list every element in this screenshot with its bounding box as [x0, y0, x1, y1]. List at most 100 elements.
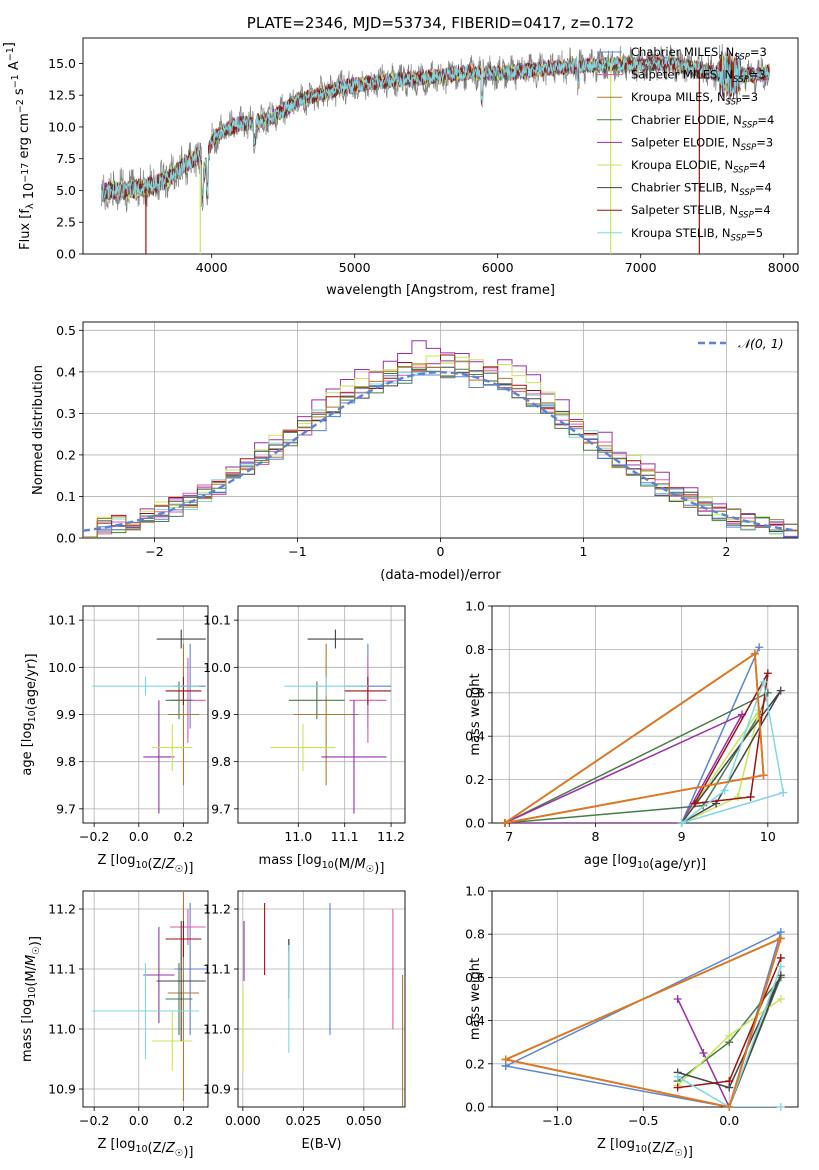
- x-tick-label: 11.1: [331, 829, 359, 844]
- weight-marker: [673, 1083, 682, 1092]
- x-axis-label: age [log10(age/yr)]: [584, 853, 706, 872]
- weight-marker: [725, 1103, 734, 1111]
- weight-marker: [500, 819, 509, 827]
- axes-frame: [82, 890, 209, 1108]
- panel-5: −0.2 0.0 0.2 10.9 11.0 11.1 11.2 Z [log10(Z/Z☉)…: [20, 890, 209, 1160]
- histogram-salpeter-elodie: [83, 340, 798, 538]
- y-tick-label: 12.5: [48, 88, 76, 103]
- weight-marker: [673, 995, 682, 1003]
- y-tick-label: 10.0: [48, 660, 76, 675]
- y-axis-label: age [log10(age/yr)]: [20, 653, 39, 775]
- y-tick-label: 10.1: [203, 613, 231, 628]
- x-tick-label: 0.050: [346, 1113, 382, 1128]
- y-axis-label: mass weight: [468, 958, 483, 1040]
- x-tick-label: 0.0: [129, 1113, 149, 1128]
- y-tick-label: 15.0: [48, 56, 76, 71]
- legend-entry: Chabrier STELIB, NSSP=4: [631, 181, 772, 199]
- y-tick-label: 0.4: [56, 364, 76, 379]
- weight-marker: [690, 799, 699, 808]
- x-axis-label: Z [log10(Z/Z☉)]: [597, 1137, 693, 1160]
- weight-marker: [725, 1031, 734, 1040]
- x-tick-label: 8: [591, 829, 599, 844]
- weight-line: [504, 712, 744, 823]
- weight-marker: [759, 771, 768, 780]
- y-tick-label: 0.4: [465, 1013, 485, 1028]
- x-tick-label: 5000: [339, 260, 371, 275]
- y-tick-label: 7.5: [56, 151, 76, 166]
- weight-marker: [746, 792, 755, 801]
- model-spectrum: [101, 55, 770, 206]
- y-tick-label: 0.2: [465, 1056, 485, 1071]
- x-tick-label: −0.2: [79, 829, 109, 844]
- legend-entry: Salpeter MILES, NSSP=3: [631, 68, 766, 86]
- y-tick-label: 2.5: [56, 215, 76, 230]
- y-tick-label: 11.0: [48, 1022, 76, 1037]
- y-tick-label: 11.0: [203, 1022, 231, 1037]
- weight-marker: [776, 995, 785, 1003]
- panel-1: −2 −1 0 1 2 0.0 0.1 0.2 0.3 0.4 0.5 𝒩(0, 1) (data-mo…: [31, 321, 799, 583]
- x-tick-label: 7: [505, 829, 513, 844]
- legend-entry: Kroupa MILES, NSSP=3: [631, 90, 758, 108]
- x-tick-label: 7000: [625, 260, 657, 275]
- y-axis-label: mass weight: [468, 673, 483, 755]
- x-tick-label: −2: [145, 544, 163, 559]
- legend-entry: Chabrier MILES, NSSP=3: [631, 45, 767, 63]
- model-spectrum: [101, 52, 770, 208]
- x-tick-label: −1: [288, 544, 306, 559]
- y-tick-label: 9.9: [56, 707, 76, 722]
- weight-marker: [776, 962, 785, 971]
- y-tick-label: 0.6: [465, 685, 485, 700]
- y-tick-label: 9.8: [211, 754, 231, 769]
- y-tick-label: 0.8: [465, 927, 485, 942]
- weight-line: [680, 709, 760, 823]
- y-tick-label: 11.1: [203, 962, 231, 977]
- y-tick-label: 0.6: [465, 970, 485, 985]
- weight-marker: [776, 1103, 785, 1111]
- y-tick-label: 0.0: [465, 816, 485, 831]
- y-tick-label: 10.1: [48, 613, 76, 628]
- panel-6: 0.000 0.025 0.050 10.9 11.0 11.1 11.2 E(B-V): [203, 890, 406, 1152]
- x-tick-label: 1: [580, 544, 588, 559]
- weight-marker: [759, 677, 768, 686]
- panel-4: 7 8 9 10 0.0 0.2 0.4 0.6 0.8 1.0 age [log10(age/yr…: [465, 599, 799, 872]
- x-axis-label: Z [log10(Z/Z☉)]: [98, 853, 194, 876]
- x-axis-label: E(B-V): [301, 1137, 341, 1152]
- legend-entry: 𝒩(0, 1): [738, 336, 784, 351]
- axes-frame: [82, 37, 799, 255]
- legend-entry: Salpeter ELODIE, NSSP=3: [631, 135, 773, 153]
- y-tick-label: 10.0: [48, 119, 76, 134]
- x-tick-label: 11.2: [377, 829, 405, 844]
- weight-marker: [750, 649, 759, 658]
- y-tick-label: 5.0: [56, 183, 76, 198]
- weight-marker: [776, 686, 785, 695]
- x-tick-label: 4000: [196, 260, 228, 275]
- y-tick-label: 10.9: [203, 1082, 231, 1097]
- weight-marker: [776, 953, 785, 962]
- weight-line: [693, 672, 769, 805]
- weight-marker: [699, 1049, 708, 1057]
- axes-frame: [491, 890, 799, 1108]
- y-axis-label: mass [log10(M/M☉)]: [20, 936, 43, 1062]
- x-axis-label: mass [log10(M/M☉)]: [259, 853, 385, 876]
- y-tick-label: 0.0: [465, 1100, 485, 1115]
- y-tick-label: 1.0: [465, 884, 485, 899]
- y-tick-label: 11.2: [203, 902, 231, 917]
- model-spectrum: [101, 51, 770, 208]
- legend-entry: Chabrier ELODIE, NSSP=4: [631, 113, 774, 131]
- x-tick-label: 9: [678, 829, 686, 844]
- y-tick-label: 10.0: [203, 660, 231, 675]
- y-tick-label: 0.4: [465, 729, 485, 744]
- histogram-salpeter-stelib: [83, 354, 798, 538]
- y-tick-label: 9.9: [211, 707, 231, 722]
- weight-marker: [725, 1077, 734, 1086]
- weight-line: [505, 936, 783, 1107]
- x-tick-label: 0.0: [129, 829, 149, 844]
- y-tick-label: 9.8: [56, 754, 76, 769]
- weight-marker: [763, 669, 772, 678]
- weight-line: [677, 974, 782, 1107]
- normal-curve: [82, 371, 796, 532]
- y-tick-label: 0.0: [56, 531, 76, 546]
- x-tick-label: 11.0: [284, 829, 312, 844]
- x-tick-label: 0.000: [225, 1113, 261, 1128]
